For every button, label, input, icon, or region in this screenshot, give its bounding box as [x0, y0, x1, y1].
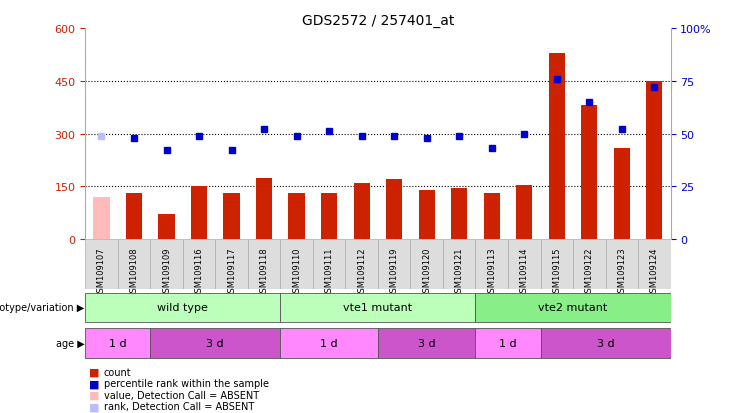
Text: GSM109116: GSM109116: [195, 247, 204, 297]
Bar: [386, 180, 402, 240]
Bar: [378, 240, 411, 289]
Bar: [288, 194, 305, 240]
Text: wild type: wild type: [157, 303, 208, 313]
Text: 3 d: 3 d: [597, 338, 614, 348]
Bar: [581, 106, 597, 240]
Text: GSM109111: GSM109111: [325, 247, 333, 297]
Text: age ▶: age ▶: [56, 338, 84, 348]
Bar: [646, 82, 662, 240]
Text: genotype/variation ▶: genotype/variation ▶: [0, 303, 84, 313]
Bar: [353, 183, 370, 240]
Text: GSM109113: GSM109113: [488, 247, 496, 297]
Bar: [638, 240, 671, 289]
Bar: [159, 215, 175, 240]
Text: GSM109115: GSM109115: [552, 247, 561, 297]
Text: 3 d: 3 d: [207, 338, 224, 348]
Bar: [540, 328, 671, 358]
Bar: [443, 240, 476, 289]
Text: GSM109114: GSM109114: [519, 247, 529, 297]
Bar: [605, 240, 638, 289]
Text: vte1 mutant: vte1 mutant: [343, 303, 413, 313]
Text: percentile rank within the sample: percentile rank within the sample: [104, 378, 269, 388]
Text: ■: ■: [89, 390, 99, 400]
Text: value, Detection Call = ABSENT: value, Detection Call = ABSENT: [104, 390, 259, 400]
Bar: [224, 194, 239, 240]
Bar: [313, 240, 345, 289]
Title: GDS2572 / 257401_at: GDS2572 / 257401_at: [302, 14, 454, 28]
Text: rank, Detection Call = ABSENT: rank, Detection Call = ABSENT: [104, 401, 254, 411]
Bar: [378, 328, 476, 358]
Bar: [516, 185, 532, 240]
Text: GSM109117: GSM109117: [227, 247, 236, 297]
Text: 1 d: 1 d: [109, 338, 127, 348]
Bar: [118, 240, 150, 289]
Text: GSM109112: GSM109112: [357, 247, 366, 297]
Bar: [614, 148, 630, 240]
Bar: [280, 293, 476, 323]
Text: GSM109107: GSM109107: [97, 247, 106, 297]
Bar: [85, 293, 280, 323]
Text: GSM109118: GSM109118: [259, 247, 268, 297]
Text: 1 d: 1 d: [320, 338, 338, 348]
Text: GSM109120: GSM109120: [422, 247, 431, 297]
Text: GSM109108: GSM109108: [130, 247, 139, 297]
Bar: [419, 190, 435, 240]
Bar: [280, 328, 378, 358]
Bar: [451, 189, 468, 240]
Text: GSM109119: GSM109119: [390, 247, 399, 297]
Bar: [256, 178, 272, 240]
Bar: [345, 240, 378, 289]
Text: GSM109124: GSM109124: [650, 247, 659, 297]
Text: vte2 mutant: vte2 mutant: [539, 303, 608, 313]
Text: GSM109121: GSM109121: [455, 247, 464, 297]
Text: count: count: [104, 367, 131, 377]
Text: ■: ■: [89, 401, 99, 411]
Text: GSM109122: GSM109122: [585, 247, 594, 297]
Bar: [484, 194, 500, 240]
Bar: [126, 194, 142, 240]
Text: ■: ■: [89, 378, 99, 388]
Bar: [150, 240, 183, 289]
Bar: [508, 240, 540, 289]
Bar: [321, 194, 337, 240]
Bar: [476, 293, 671, 323]
Bar: [476, 328, 540, 358]
Bar: [548, 54, 565, 240]
Text: 1 d: 1 d: [499, 338, 516, 348]
Text: 3 d: 3 d: [418, 338, 436, 348]
Bar: [476, 240, 508, 289]
Text: GSM109110: GSM109110: [292, 247, 301, 297]
Text: GSM109109: GSM109109: [162, 247, 171, 297]
Bar: [216, 240, 247, 289]
Bar: [247, 240, 280, 289]
Bar: [280, 240, 313, 289]
Bar: [93, 197, 110, 240]
Text: GSM109123: GSM109123: [617, 247, 626, 297]
Bar: [150, 328, 280, 358]
Bar: [85, 240, 118, 289]
Bar: [540, 240, 573, 289]
Bar: [191, 187, 207, 240]
Bar: [85, 328, 150, 358]
Bar: [183, 240, 216, 289]
Bar: [573, 240, 605, 289]
Text: ■: ■: [89, 367, 99, 377]
Bar: [411, 240, 443, 289]
